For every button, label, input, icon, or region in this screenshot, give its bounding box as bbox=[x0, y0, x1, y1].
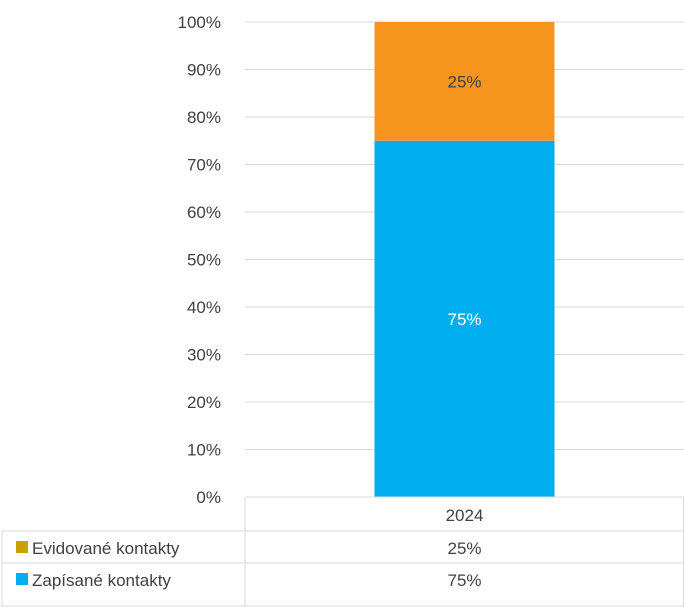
bars: 75% 25% bbox=[374, 22, 555, 497]
table-cell-value: 25% bbox=[447, 539, 481, 558]
y-tick-label: 60% bbox=[187, 203, 221, 222]
data-label: 25% bbox=[447, 72, 481, 91]
y-tick-label: 100% bbox=[178, 13, 221, 32]
bar-segment bbox=[374, 140, 555, 497]
y-tick-label: 40% bbox=[187, 298, 221, 317]
table-cell-value: 75% bbox=[447, 571, 481, 590]
legend-label: Evidované kontakty bbox=[32, 539, 180, 558]
x-category-label: 2024 bbox=[446, 506, 484, 525]
y-tick-label: 30% bbox=[187, 346, 221, 365]
legend-key bbox=[16, 541, 28, 553]
y-tick-label: 10% bbox=[187, 441, 221, 460]
y-tick-label: 50% bbox=[187, 251, 221, 270]
bar-segment bbox=[374, 22, 555, 141]
legend-label: Zapísané kontakty bbox=[32, 571, 171, 590]
y-tick-label: 90% bbox=[187, 61, 221, 80]
y-tick-label: 70% bbox=[187, 156, 221, 175]
y-tick-label: 80% bbox=[187, 108, 221, 127]
y-tick-label: 20% bbox=[187, 393, 221, 412]
y-tick-label: 0% bbox=[196, 488, 221, 507]
legend-key bbox=[16, 573, 28, 585]
y-axis-ticks: 0% 10% 20% 30% 40% 50% 60% 70% 80% 90% 100% bbox=[178, 13, 221, 507]
data-table: 2024 Evidované kontakty 25% Zapísané kontak… bbox=[1, 496, 684, 607]
data-label: 75% bbox=[447, 310, 481, 329]
